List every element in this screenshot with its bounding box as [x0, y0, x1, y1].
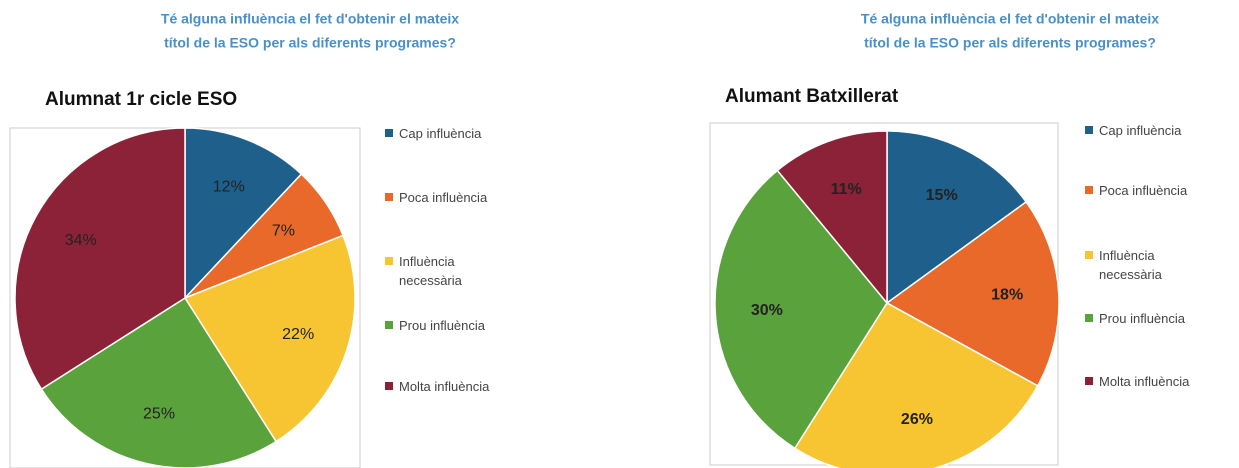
chart-title: títol de la ESO per als diferents progra…: [864, 35, 1156, 51]
data-label: 18%: [991, 287, 1023, 304]
data-label: 25%: [143, 405, 175, 422]
data-label: 15%: [926, 187, 958, 204]
data-label: 26%: [901, 411, 933, 428]
chart-title: títol de la ESO per als diferents progra…: [164, 35, 456, 51]
chart-subtitle: Alumnat 1r cicle ESO: [45, 89, 237, 110]
legend-item: Prou influència: [1085, 309, 1217, 328]
legend-swatch: [1085, 126, 1093, 134]
legend-label: Molta influència: [1099, 374, 1190, 389]
legend-label: Poca influència: [399, 190, 488, 205]
legend-item: Cap influència: [1085, 121, 1217, 140]
legend-label: Cap influència: [1099, 123, 1182, 138]
legend-label: Molta influència: [399, 379, 490, 394]
legend-swatch: [1085, 377, 1093, 385]
legend-swatch: [1085, 251, 1093, 259]
legend-label: Poca influència: [1099, 183, 1188, 198]
chart-subtitle: Alumant Batxillerat: [725, 86, 899, 107]
legend-label: Influència necessària: [1099, 248, 1162, 282]
data-label: 34%: [65, 232, 97, 249]
legend-label: Influència necessària: [399, 254, 462, 288]
pie-slice: [714, 169, 888, 450]
chart-title: Té alguna influència el fet d'obtenir el…: [861, 11, 1159, 27]
legend-swatch: [385, 257, 393, 265]
legend-swatch: [385, 129, 393, 137]
pie-slice: [776, 130, 888, 306]
chart-title: Té alguna influència el fet d'obtenir el…: [161, 11, 459, 27]
pie-slice: [885, 200, 1060, 387]
legend-label: Prou influència: [1099, 311, 1185, 326]
pie-slice: [886, 130, 1028, 305]
data-label: 22%: [282, 326, 314, 343]
pie-slice: [793, 302, 1039, 468]
legend-item: Poca influència: [385, 188, 517, 207]
pie-slice: [183, 234, 356, 443]
legend-item: Influència necessària: [385, 252, 517, 290]
data-label: 11%: [831, 181, 862, 198]
data-label: 7%: [272, 222, 295, 239]
pie-slice: [184, 127, 303, 300]
pie-slice: [14, 127, 186, 391]
legend-swatch: [385, 321, 393, 329]
data-label: 12%: [213, 179, 245, 196]
legend-item: Molta influència: [385, 377, 517, 396]
legend-item: Influència necessària: [1085, 246, 1217, 284]
legend-item: Molta influència: [1085, 372, 1217, 391]
legend-item: Cap influència: [385, 124, 517, 143]
legend-item: Prou influència: [385, 316, 517, 335]
legend-swatch: [385, 382, 393, 390]
legend-swatch: [1085, 314, 1093, 322]
legend-item: Poca influència: [1085, 181, 1217, 200]
legend-label: Cap influència: [399, 126, 482, 141]
legend-label: Prou influència: [399, 318, 485, 333]
legend-swatch: [385, 193, 393, 201]
data-label: 30%: [751, 302, 783, 319]
pie-slice: [40, 296, 278, 468]
legend-swatch: [1085, 186, 1093, 194]
